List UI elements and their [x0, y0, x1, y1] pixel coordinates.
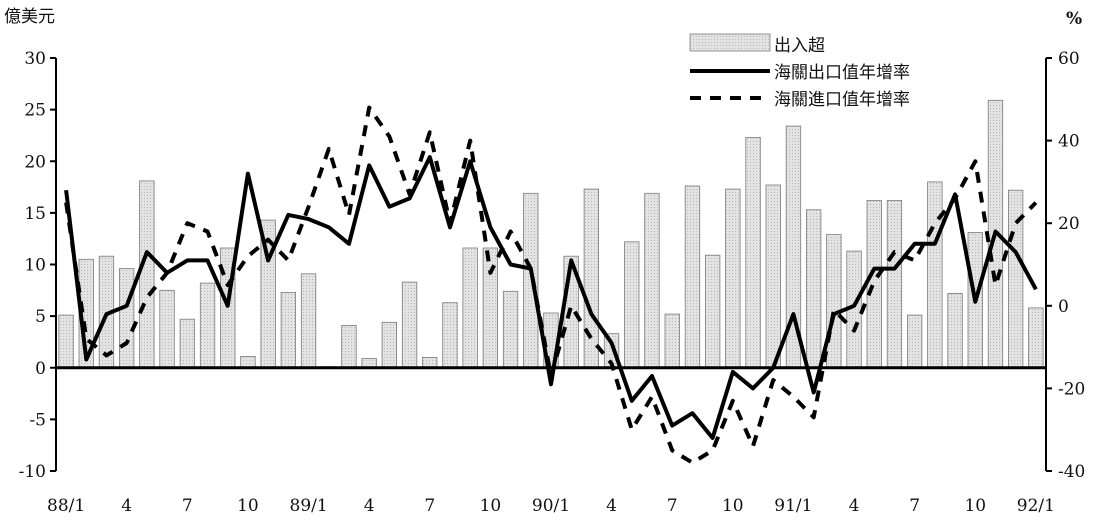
y-left-tick-label: 25 — [24, 101, 46, 121]
y-right-tick-label: -20 — [1058, 379, 1085, 399]
bar-90/9 — [705, 254, 721, 369]
bar-90/6 — [644, 192, 660, 369]
y-right-tick-label: 60 — [1058, 49, 1080, 69]
y-right-tick-label: -40 — [1058, 462, 1085, 482]
x-tick-label: 7 — [667, 496, 678, 516]
bar-88/7 — [179, 318, 196, 369]
x-tick-label: 89/1 — [290, 496, 328, 516]
bar-91/3 — [826, 234, 842, 369]
y-left-tick-label: -10 — [19, 462, 46, 482]
x-tick-label: 10 — [237, 496, 259, 516]
bar-88/5 — [139, 180, 155, 369]
bar-91/5 — [866, 200, 882, 369]
y-left-unit: 億美元 — [4, 7, 55, 27]
y-left-tick-label: 20 — [24, 152, 46, 172]
bar-90/5 — [624, 241, 640, 369]
bar-89/5 — [381, 321, 398, 369]
bars-group — [58, 99, 1044, 369]
bar-89/1 — [300, 273, 317, 369]
x-tick-label: 7 — [424, 496, 435, 516]
y-left-tick-label: 10 — [24, 256, 46, 276]
bar-91/6 — [886, 200, 903, 369]
y-left-tick-label: -5 — [29, 410, 46, 430]
export-growth-line — [64, 155, 1038, 440]
x-tick-label: 10 — [722, 496, 744, 516]
legend-label: 出入超 — [774, 36, 825, 56]
lines-group — [64, 105, 1038, 465]
x-tick-label: 10 — [480, 496, 502, 516]
y-left-tick-label: 30 — [24, 49, 46, 69]
x-tick-label: 10 — [964, 496, 986, 516]
x-tick-label: 91/1 — [774, 496, 812, 516]
x-tick-label: 90/1 — [532, 496, 570, 516]
x-tick-label: 7 — [909, 496, 920, 516]
y-left-tick-label: 15 — [24, 204, 46, 224]
bar-88/12 — [280, 291, 297, 369]
bar-89/3 — [341, 324, 357, 369]
y-right-tick-label: 20 — [1058, 214, 1080, 234]
x-tick-label: 4 — [849, 496, 860, 516]
bar-90/8 — [684, 185, 701, 369]
legend-swatch-bars — [689, 33, 771, 52]
bar-88/8 — [199, 282, 216, 369]
y-left-tick-label: 0 — [35, 359, 46, 379]
bar-89/12 — [523, 192, 539, 369]
bar-90/11 — [745, 137, 761, 369]
bar-88/4 — [119, 268, 135, 369]
bar-91/8 — [927, 181, 943, 369]
x-tick-label: 4 — [121, 496, 132, 516]
bar-92/1 — [1028, 307, 1044, 369]
bar-90/7 — [664, 313, 680, 369]
import-growth-line — [64, 105, 1038, 465]
bar-89/8 — [442, 302, 458, 369]
bar-90/12 — [765, 184, 781, 369]
axes-group: 30 25 20 15 10 5 0 -5 -10 60 40 20 0 -20 -40 88/1 4 7 10 89… — [19, 49, 1086, 516]
y-right-tick-label: 40 — [1058, 132, 1080, 152]
y-left-tick-label: 5 — [35, 307, 46, 327]
bar-90/10 — [725, 188, 741, 369]
x-tick-label: 92/1 — [1017, 496, 1055, 516]
bar-89/11 — [502, 290, 519, 369]
x-tick-label: 4 — [364, 496, 375, 516]
bar-88/6 — [159, 289, 175, 369]
y-right-tick-label: 0 — [1058, 297, 1069, 317]
x-tick-label: 4 — [606, 496, 617, 516]
legend-label: 海關出口值年增率 — [774, 63, 910, 83]
legend-label: 海關進口值年增率 — [774, 90, 910, 110]
x-tick-label: 88/1 — [47, 496, 85, 516]
x-tick-label: 7 — [182, 496, 193, 516]
y-right-unit: % — [1066, 9, 1082, 29]
bar-91/9 — [947, 292, 963, 369]
bar-89/9 — [462, 247, 478, 369]
bar-88/1 — [58, 314, 74, 369]
bar-89/6 — [401, 281, 418, 369]
bar-90/3 — [583, 188, 599, 369]
bar-88/10 — [240, 355, 256, 369]
bar-91/2 — [806, 209, 822, 369]
bar-89/7 — [422, 356, 438, 369]
bar-91/7 — [907, 314, 923, 369]
